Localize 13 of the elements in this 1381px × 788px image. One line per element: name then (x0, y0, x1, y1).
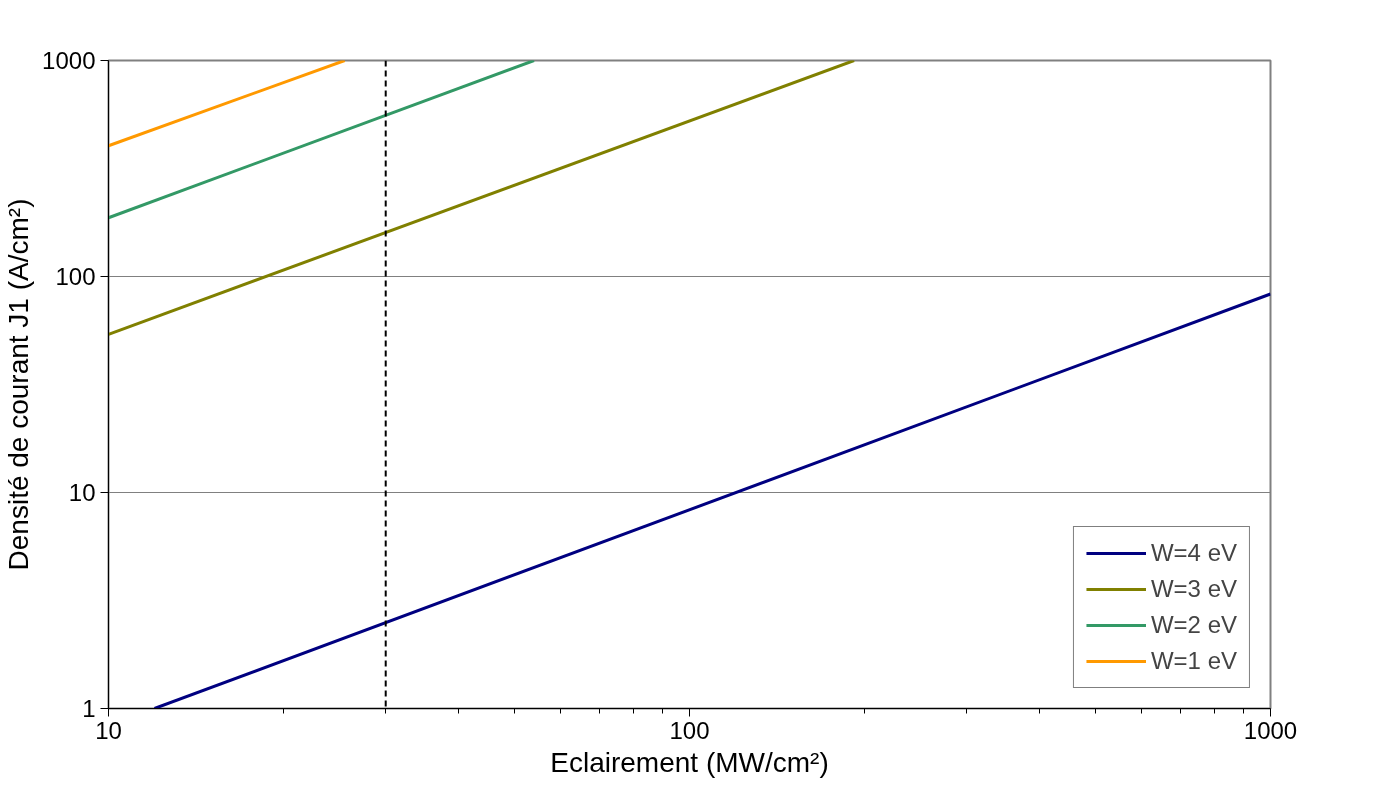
y-tick-label: 1 (82, 695, 96, 722)
y-tick-label: 1000 (42, 47, 96, 74)
y-tick-label: 100 (55, 263, 96, 290)
legend-label: W=3 eV (1150, 575, 1237, 603)
legend-label: W=4 eV (1150, 539, 1237, 567)
legend-label: W=1 eV (1150, 647, 1237, 675)
x-tick-label: 10 (95, 716, 122, 744)
y-tick-label: 10 (68, 479, 96, 506)
legend-label: W=2 eV (1150, 611, 1237, 639)
x-tick-label: 1000 (1243, 716, 1298, 744)
x-tick-label: 100 (669, 716, 710, 744)
x-axis-title: Eclairement (MW/cm²) (550, 746, 829, 778)
y-axis-title: Densité de courant J1 (A/cm²) (3, 198, 35, 571)
